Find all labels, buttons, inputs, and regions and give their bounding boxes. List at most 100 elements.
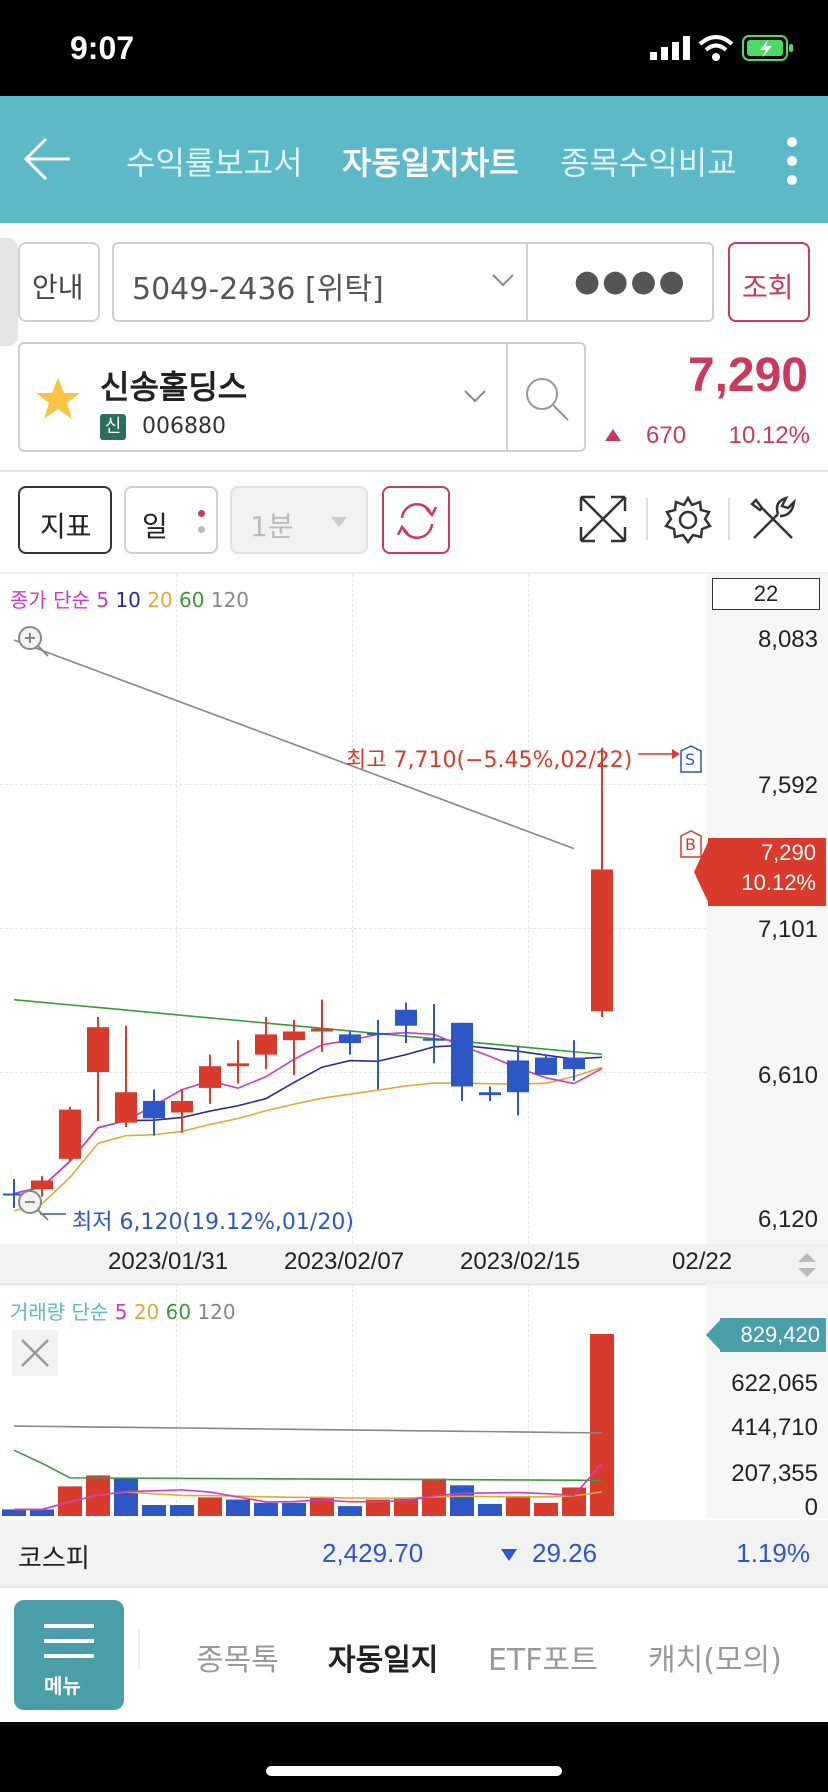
status-time: 9:07 [70, 30, 135, 66]
candle-body [311, 1028, 333, 1032]
candle-body [87, 1027, 109, 1073]
vlegend-ma60: 60 [165, 1300, 192, 1324]
price-tag-pointer [694, 838, 710, 906]
guide-button[interactable]: 안내 [18, 242, 100, 322]
close-volume-button[interactable] [12, 1330, 58, 1376]
resize-handle-icon[interactable] [796, 1250, 818, 1280]
candle-body [423, 1038, 445, 1041]
stock-change-pct: 10.12% [728, 422, 810, 449]
tab-stock-return-compare[interactable]: 종목수익비교 [560, 144, 737, 182]
side-drawer-handle[interactable] [0, 238, 18, 346]
period-select[interactable]: 일 [124, 486, 218, 554]
market-ticker[interactable]: 코스피 2,429.70 29.26 1.19% [0, 1520, 828, 1586]
up-triangle-icon [605, 429, 621, 441]
chevron-down-icon[interactable] [464, 390, 486, 404]
top-nav: 수익률보고서 자동일지차트 종목수익비교 [0, 96, 828, 223]
candle-body [339, 1034, 361, 1044]
stock-change: 670 [646, 422, 687, 449]
stock-price: 7,290 [687, 349, 808, 402]
menu-button[interactable]: 메뉴 [14, 1600, 124, 1710]
zoom-in-icon[interactable] [14, 622, 52, 660]
interval-select[interactable]: 1분 [230, 486, 368, 554]
volume-bar [338, 1506, 362, 1516]
more-vertical-icon[interactable] [780, 136, 804, 186]
ma120-line [13, 639, 575, 850]
account-number: 5049-2436 [위탁] [132, 272, 384, 307]
volume-chart[interactable] [0, 1284, 706, 1518]
volume-bar [366, 1499, 390, 1516]
vy-tick: 622,065 [731, 1370, 818, 1397]
gear-icon[interactable] [664, 496, 712, 544]
tab-auto-journal[interactable]: 자동일지 [328, 1643, 439, 1678]
hamburger-icon [44, 1624, 94, 1658]
candle-body [479, 1092, 501, 1096]
chevron-down-icon [492, 274, 514, 287]
legend-ma20: 20 [147, 588, 173, 612]
current-price: 7,290 [760, 840, 816, 865]
buy-marker[interactable]: B [680, 830, 702, 858]
star-icon[interactable] [34, 376, 82, 422]
account-select[interactable]: 5049-2436 [위탁] ●●●● [112, 242, 714, 322]
home-indicator[interactable] [266, 1766, 562, 1776]
volume-tag-pointer [706, 1318, 722, 1352]
vlegend-ma120: 120 [197, 1300, 236, 1324]
volume-bar [394, 1497, 418, 1516]
price-axis [706, 574, 828, 1244]
tab-catch-mock[interactable]: 캐치(모의) [648, 1643, 782, 1678]
candle-count[interactable]: 22 [712, 578, 820, 610]
query-button[interactable]: 조회 [728, 242, 810, 322]
buy-marker-label: B [685, 835, 696, 854]
indicator-button[interactable]: 지표 [18, 486, 112, 554]
candle-body [563, 1057, 585, 1070]
market-value: 2,429.70 [322, 1538, 424, 1568]
candle-body [367, 1032, 389, 1035]
home-bar-area [0, 1722, 828, 1792]
volume-bar [2, 1509, 26, 1516]
battery-icon [742, 35, 793, 61]
volume-bar [506, 1497, 530, 1516]
vma60-line [13, 1449, 603, 1482]
volume-bar [142, 1505, 166, 1516]
volume-bar [590, 1334, 614, 1516]
sell-marker[interactable]: S [680, 745, 702, 773]
sell-marker-label: S [685, 750, 696, 769]
zoom-out-icon[interactable] [14, 1186, 52, 1224]
stock-select[interactable]: 신송홀딩스 신 006880 [18, 342, 586, 452]
y-tick: 6,120 [757, 1206, 818, 1233]
tab-stock-talk[interactable]: 종목톡 [196, 1643, 279, 1678]
stock-code: 006880 [142, 414, 226, 439]
price-chart[interactable] [0, 574, 706, 1244]
market-change: 29.26 [532, 1538, 598, 1568]
current-price-tag: 7,290 10.12% [708, 838, 826, 906]
volume-bar [114, 1477, 138, 1516]
back-arrow-icon[interactable] [22, 136, 72, 182]
refresh-button[interactable] [382, 486, 450, 554]
new-badge: 신 [100, 414, 126, 440]
volume-bar [450, 1485, 474, 1516]
tools-icon[interactable] [748, 494, 798, 544]
vlegend-ma20: 20 [133, 1300, 160, 1324]
search-icon[interactable] [522, 374, 572, 424]
market-change-pct: 1.19% [736, 1538, 810, 1568]
legend-ma60: 60 [179, 588, 205, 612]
market-name: 코스피 [18, 1544, 90, 1574]
volume-bar [170, 1505, 194, 1516]
volume-bar [282, 1502, 306, 1516]
legend-ma10: 10 [115, 588, 141, 612]
vy-tick: 207,355 [731, 1460, 818, 1487]
password-field[interactable]: ●●●● [574, 264, 687, 299]
x-tick: 2023/02/07 [284, 1248, 405, 1275]
menu-label: 메뉴 [44, 1674, 81, 1698]
close-icon [21, 1339, 49, 1367]
triangle-down-icon [331, 517, 347, 527]
guide-label: 안내 [32, 271, 84, 304]
candle-body [3, 1193, 25, 1196]
tab-etf-port[interactable]: ETF포트 [488, 1643, 598, 1678]
tab-auto-journal-chart[interactable]: 자동일지차트 [342, 144, 519, 182]
candle-body [227, 1063, 249, 1067]
fullscreen-icon[interactable] [578, 494, 628, 544]
vy-tick: 414,710 [731, 1414, 818, 1441]
volume-bar [226, 1499, 250, 1516]
volume-bar [198, 1497, 222, 1516]
tab-return-report[interactable]: 수익률보고서 [126, 144, 303, 182]
